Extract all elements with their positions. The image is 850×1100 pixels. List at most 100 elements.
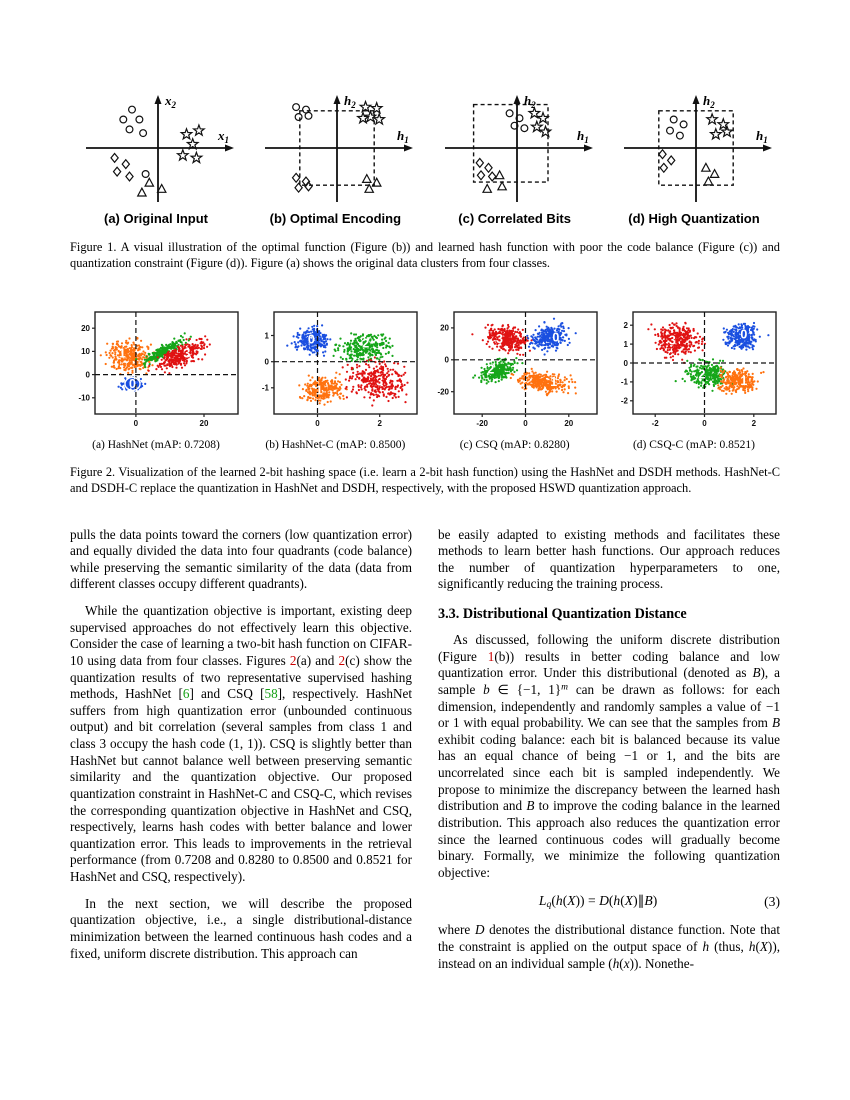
figure2-panel: 3 0 2 1 20 0 -20 -20 0 20 (c) CSQ (mAP: 0.8280) — [429, 308, 601, 451]
star-marker — [356, 110, 371, 125]
figure2-panel-caption: (a) HashNet (mAP: 0.7208) — [92, 438, 220, 451]
text-segment: D — [599, 893, 609, 909]
triangle-marker — [709, 168, 720, 178]
y-tick-label: 0 — [624, 359, 629, 368]
figure1-panel-caption: (d) High Quantization — [628, 211, 760, 226]
diamond-marker — [658, 148, 667, 160]
text-segment: X — [567, 893, 576, 909]
cluster-label: 3 — [496, 332, 503, 346]
y-tick-label: -20 — [437, 387, 449, 396]
text-segment: h — [555, 893, 563, 909]
circle-marker — [119, 115, 128, 124]
figure1-panel: h2 h1 (c) Correlated Bits — [429, 90, 601, 226]
diamond-marker — [475, 157, 484, 169]
y-tick-label: -1 — [621, 377, 629, 386]
figure1-panel-plot: h2 h1 — [444, 93, 593, 202]
circle-marker — [669, 115, 678, 124]
triangle-marker — [481, 183, 493, 193]
text-segment: )). Nonethe- — [629, 955, 695, 971]
text-segment: 2 — [289, 652, 297, 668]
figure2-panel-caption: (d) CSQ-C (mAP: 0.8521) — [632, 438, 755, 451]
text-segment: (b)) results in better coding balance an… — [438, 648, 780, 681]
cluster-label: 0 — [552, 330, 559, 344]
text-segment: b — [483, 681, 490, 697]
x-tick-label: 0 — [134, 419, 139, 428]
diamond-marker — [292, 172, 301, 184]
circle-marker — [505, 109, 514, 118]
diamond-marker — [304, 181, 314, 192]
paragraph: be easily adapted to existing methods an… — [438, 526, 780, 592]
triangle-marker — [371, 177, 383, 187]
figure2-panel-plot: 3 0 2 1 20 0 -20 -20 0 20 — [437, 311, 598, 428]
triangle-marker — [496, 180, 507, 191]
text-segment: denotes the distributional distance func… — [438, 922, 781, 954]
paragraph: pulls the data points toward the corners… — [70, 526, 412, 592]
figure1-block: x2 x1 (a) Original Input h2 h1 (b) Optimal En… — [70, 90, 780, 272]
text-segment: B — [644, 893, 653, 909]
diamond-marker — [476, 169, 486, 181]
figure2-panel: 0 2 1 3 1 0 -1 0 2 (b) HashNet-C (mAP: 0.8500) — [249, 308, 421, 451]
figure1-panel: h2 h1 (d) High Quantization — [608, 90, 780, 226]
text-segment: 1 — [487, 648, 495, 664]
scatter-points — [647, 321, 770, 395]
triangle-marker — [364, 183, 375, 193]
text-segment: (thus, — [709, 938, 749, 954]
text-segment: )) = — [575, 893, 600, 909]
axis-label: h1 — [397, 128, 409, 145]
diamond-marker — [110, 152, 119, 164]
axis-label: x2 — [164, 93, 177, 110]
x-tick-label: 2 — [378, 419, 383, 428]
y-tick-label: -10 — [78, 393, 90, 402]
star-marker — [535, 110, 550, 125]
text-segment: L — [538, 893, 547, 909]
x-tick-label: 0 — [316, 419, 321, 428]
y-tick-label: 2 — [624, 321, 629, 330]
section-heading: 3.3. Distributional Quantization Distanc… — [438, 606, 687, 622]
scatter-points — [470, 317, 577, 397]
triangle-marker — [144, 177, 155, 187]
axis-label: x1 — [217, 128, 229, 145]
text-segment: ), a sample — [438, 665, 781, 697]
text-segment: (c) show the quantization results of two… — [70, 652, 412, 702]
circle-marker — [294, 113, 303, 122]
circle-marker — [139, 129, 148, 138]
triangle-marker — [494, 169, 505, 180]
diamond-marker — [294, 182, 304, 194]
paragraph: While the quantization objective is impo… — [70, 603, 412, 886]
cluster-label: 0 — [129, 377, 136, 391]
scatter-points — [99, 332, 211, 392]
circle-marker — [520, 124, 529, 133]
figure1-panel-plot: h2 h1 — [623, 93, 772, 202]
text-segment: ) — [652, 893, 658, 909]
cluster-label: 1 — [316, 383, 323, 397]
figure1-panel-plot: x2 x1 — [86, 93, 234, 202]
diamond-marker — [125, 171, 134, 182]
diamond-marker — [487, 171, 497, 182]
scatter-points — [286, 324, 409, 407]
star-marker — [191, 123, 206, 137]
left-column: pulls the data points toward the corners… — [70, 527, 412, 983]
cluster-label: 3 — [377, 374, 384, 388]
triangle-marker — [703, 175, 714, 186]
text-segment: h — [702, 938, 710, 954]
text-segment: ( — [608, 893, 614, 909]
text-segment: )∥ — [633, 893, 645, 909]
figure1-panel-plot: h2 h1 — [265, 93, 414, 202]
y-tick-label: 1 — [265, 331, 270, 340]
x-tick-label: 0 — [523, 419, 528, 428]
axis-label: h2 — [344, 93, 356, 110]
circle-marker — [135, 115, 144, 124]
y-tick-label: 0 — [86, 370, 91, 379]
figure2-panel-plot: 3 0 2 1 2 1 0 -1 -2 -2 0 2 — [621, 311, 777, 428]
cluster-label: 1 — [550, 375, 557, 389]
y-tick-label: 20 — [440, 323, 449, 332]
y-tick-label: 20 — [81, 324, 90, 333]
text-segment: 6 — [182, 686, 190, 702]
star-marker — [538, 124, 553, 138]
quadrant-box — [472, 103, 549, 183]
text-segment: q — [546, 899, 552, 911]
star-marker — [705, 112, 720, 126]
circle-marker — [515, 114, 524, 123]
x-tick-label: 20 — [564, 419, 573, 428]
